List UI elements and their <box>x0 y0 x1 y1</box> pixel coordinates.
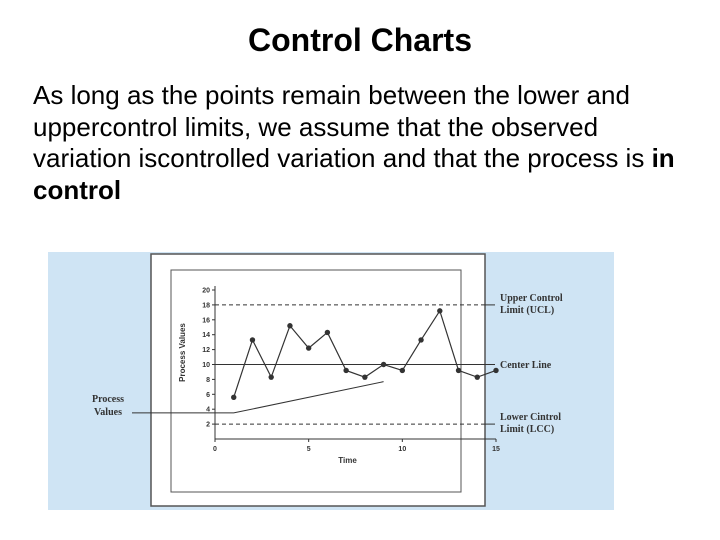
y-tick-label: 18 <box>202 302 210 309</box>
data-point <box>305 345 312 351</box>
x-tick-label: 0 <box>213 446 217 453</box>
x-tick-label: 5 <box>307 446 311 453</box>
ucl-label: Upper Control Limit (UCL) <box>500 293 563 316</box>
annotation-pointer-line <box>132 381 384 414</box>
x-axis-title: Time <box>338 456 357 465</box>
y-tick-label: 8 <box>206 377 210 384</box>
data-point <box>399 367 406 374</box>
data-point <box>268 374 274 380</box>
control-chart-svg: Upper Control Limit (UCL) Center Line Lower… <box>92 253 563 507</box>
lcl-label: Lower Cintrol Limit (LCC) <box>500 412 561 435</box>
data-point <box>287 323 293 329</box>
y-tick-label: 20 <box>202 288 210 295</box>
center-line-label: Center Line <box>500 360 552 371</box>
slide-title: Control Charts <box>248 22 472 58</box>
data-point <box>343 367 349 374</box>
y-tick-label: 14 <box>202 332 210 339</box>
x-tick-label: 10 <box>398 446 406 453</box>
y-tick-label: 6 <box>206 392 210 399</box>
chart-frame-inner <box>170 269 462 493</box>
slide-body-text: As long as the points remain between the… <box>33 80 683 207</box>
data-point <box>362 374 368 380</box>
data-point <box>231 394 237 400</box>
data-point <box>493 367 499 374</box>
data-point <box>455 367 462 374</box>
y-tick-label: 16 <box>202 317 210 324</box>
data-point <box>324 329 331 336</box>
data-point <box>474 374 480 380</box>
body-lead-text: As long as the points remain between the… <box>33 80 652 174</box>
y-tick-label: 12 <box>202 347 210 354</box>
data-point <box>418 337 424 343</box>
process-values-annotation: Process Values <box>92 394 124 418</box>
control-chart-figure: Upper Control Limit (UCL) Center Line Lower… <box>48 252 614 510</box>
y-tick-label: 10 <box>202 362 210 369</box>
data-point <box>437 308 443 314</box>
y-tick-label: 4 <box>206 407 210 414</box>
y-tick-label: 2 <box>206 422 210 429</box>
body-emphasis-text: in control <box>33 143 675 206</box>
x-tick-label: 15 <box>492 446 500 453</box>
y-axis-title: Process Values <box>178 323 187 382</box>
data-point <box>249 337 256 343</box>
data-point <box>380 361 387 368</box>
